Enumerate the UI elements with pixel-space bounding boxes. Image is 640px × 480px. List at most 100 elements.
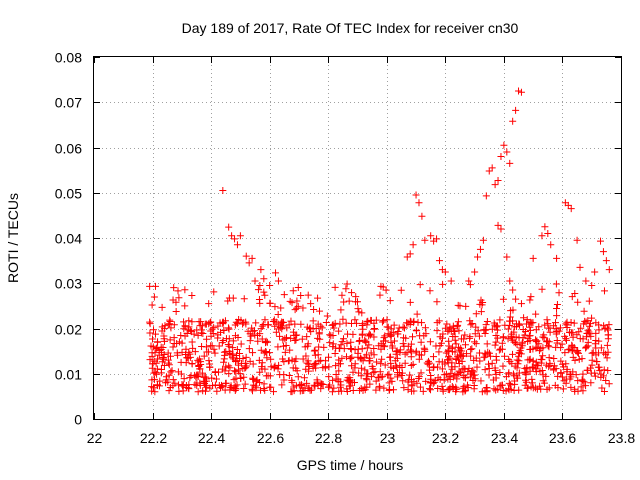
data-point bbox=[417, 369, 425, 377]
data-point bbox=[183, 329, 191, 337]
data-point bbox=[153, 338, 161, 346]
data-point bbox=[566, 370, 574, 378]
data-point bbox=[502, 387, 510, 395]
data-point bbox=[337, 381, 345, 389]
data-point bbox=[303, 359, 311, 367]
data-point bbox=[471, 375, 479, 383]
data-point bbox=[426, 287, 434, 295]
data-point bbox=[266, 372, 274, 380]
data-point bbox=[457, 335, 465, 343]
x-tick-label: 23.4 bbox=[491, 430, 518, 446]
data-point bbox=[417, 338, 425, 346]
data-point bbox=[591, 268, 599, 276]
data-point bbox=[517, 350, 525, 358]
data-point bbox=[415, 199, 423, 207]
data-point bbox=[376, 291, 384, 299]
data-point bbox=[520, 314, 528, 322]
data-point bbox=[181, 302, 189, 310]
data-point bbox=[328, 388, 336, 396]
data-point bbox=[439, 280, 447, 288]
data-point bbox=[491, 181, 499, 189]
data-point bbox=[174, 287, 182, 295]
data-point bbox=[388, 377, 396, 385]
data-point bbox=[410, 387, 418, 395]
data-point bbox=[206, 384, 214, 392]
data-point bbox=[153, 365, 161, 373]
data-point bbox=[246, 337, 254, 345]
data-point bbox=[170, 334, 178, 342]
plot-frame bbox=[93, 56, 622, 420]
data-point bbox=[539, 333, 547, 341]
data-point bbox=[183, 354, 191, 362]
data-point bbox=[189, 344, 197, 352]
data-point bbox=[468, 345, 476, 353]
data-point bbox=[510, 372, 518, 380]
data-point bbox=[553, 339, 561, 347]
data-point bbox=[539, 352, 547, 360]
data-point bbox=[436, 342, 444, 350]
data-point bbox=[460, 365, 468, 373]
data-point bbox=[358, 345, 366, 353]
data-point bbox=[456, 368, 464, 376]
data-point bbox=[366, 380, 374, 388]
data-point bbox=[416, 383, 424, 391]
data-point bbox=[173, 340, 181, 347]
data-point bbox=[445, 352, 453, 360]
data-point bbox=[504, 325, 512, 333]
data-point bbox=[405, 376, 413, 384]
data-point bbox=[281, 335, 289, 343]
data-point bbox=[232, 385, 240, 393]
data-point bbox=[387, 325, 395, 333]
data-point bbox=[532, 368, 540, 376]
data-point bbox=[521, 364, 529, 372]
data-point bbox=[522, 328, 530, 336]
data-point bbox=[370, 345, 378, 353]
data-point bbox=[457, 344, 465, 352]
data-point bbox=[309, 317, 317, 325]
data-point bbox=[231, 235, 239, 243]
data-point bbox=[537, 345, 545, 353]
data-point bbox=[339, 315, 347, 323]
data-point bbox=[311, 382, 319, 390]
data-point bbox=[236, 232, 244, 240]
data-point bbox=[367, 349, 375, 357]
data-point bbox=[545, 354, 553, 362]
data-point bbox=[312, 364, 320, 372]
data-point bbox=[425, 366, 433, 374]
data-point bbox=[229, 337, 237, 345]
data-point bbox=[251, 277, 259, 285]
data-point bbox=[345, 377, 353, 385]
data-point bbox=[382, 286, 390, 294]
data-point bbox=[537, 385, 545, 393]
data-point bbox=[582, 343, 590, 351]
data-point bbox=[557, 369, 565, 377]
data-point bbox=[322, 318, 330, 326]
data-point bbox=[325, 373, 333, 381]
data-point bbox=[343, 385, 351, 393]
data-point bbox=[525, 320, 533, 328]
data-point bbox=[326, 331, 334, 339]
data-point bbox=[415, 375, 423, 383]
data-point bbox=[491, 341, 499, 349]
data-point bbox=[466, 317, 474, 325]
data-point bbox=[552, 319, 560, 327]
data-point bbox=[415, 355, 423, 363]
data-point bbox=[442, 370, 450, 378]
data-point bbox=[394, 330, 402, 338]
data-point bbox=[429, 364, 437, 372]
data-point bbox=[509, 306, 517, 314]
data-point bbox=[314, 320, 322, 328]
data-point bbox=[564, 201, 572, 209]
data-point bbox=[447, 369, 455, 377]
data-point bbox=[157, 369, 165, 377]
data-point bbox=[201, 320, 209, 328]
data-point bbox=[433, 327, 441, 335]
data-point bbox=[324, 383, 332, 391]
data-point bbox=[148, 387, 156, 395]
data-point bbox=[444, 327, 452, 335]
data-point bbox=[486, 352, 494, 360]
data-point bbox=[582, 382, 590, 390]
data-point bbox=[203, 335, 211, 343]
data-point bbox=[293, 304, 301, 312]
data-point bbox=[393, 347, 401, 355]
